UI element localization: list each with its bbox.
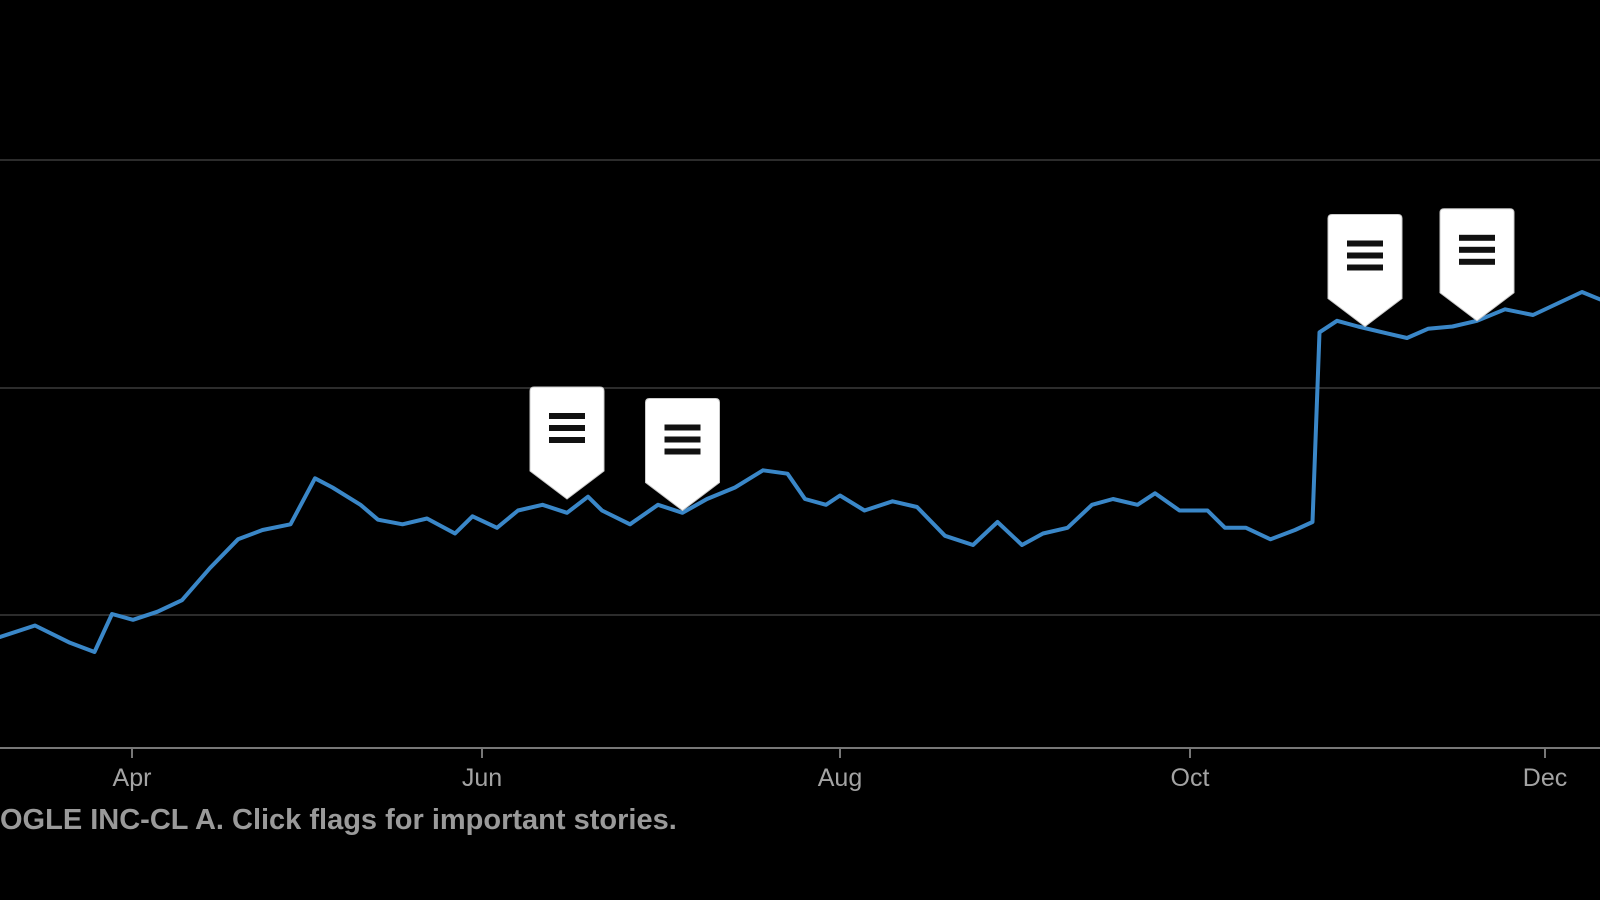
- story-flag-4[interactable]: [1439, 208, 1515, 322]
- list-icon-bar: [664, 436, 701, 443]
- x-tick-label: Jun: [462, 764, 502, 792]
- x-tick-label: Oct: [1171, 764, 1210, 792]
- price-line: [0, 290, 1600, 654]
- chart-caption: OGLE INC-CL A. Click flags for important…: [0, 804, 677, 836]
- story-list-icon: [1347, 240, 1383, 271]
- list-icon-bar: [1459, 234, 1495, 241]
- list-icon-bar: [1347, 264, 1383, 271]
- x-axis: Apr Jun Aug Oct Dec: [0, 747, 1600, 792]
- list-icon-bar: [549, 413, 585, 419]
- price-series: [0, 290, 1600, 654]
- list-icon-bar: [1459, 258, 1495, 265]
- story-list-icon: [549, 413, 585, 443]
- story-flag-1[interactable]: [529, 386, 605, 500]
- story-flag-2[interactable]: [645, 398, 720, 512]
- list-icon-bar: [1459, 246, 1495, 253]
- story-flags: [529, 208, 1515, 512]
- list-icon-bar: [549, 437, 585, 443]
- list-icon-bar: [1347, 252, 1383, 259]
- list-icon-bar: [664, 424, 701, 431]
- x-tick-label: Dec: [1523, 764, 1567, 792]
- x-tick-label: Apr: [113, 764, 152, 792]
- list-icon-bar: [1347, 240, 1383, 247]
- list-icon-bar: [664, 448, 701, 455]
- list-icon-bar: [549, 425, 585, 431]
- x-tick-label: Aug: [818, 764, 862, 792]
- story-flag-3[interactable]: [1327, 214, 1403, 328]
- story-list-icon: [664, 424, 701, 455]
- story-list-icon: [1459, 234, 1495, 265]
- gridlines: [0, 159, 1600, 616]
